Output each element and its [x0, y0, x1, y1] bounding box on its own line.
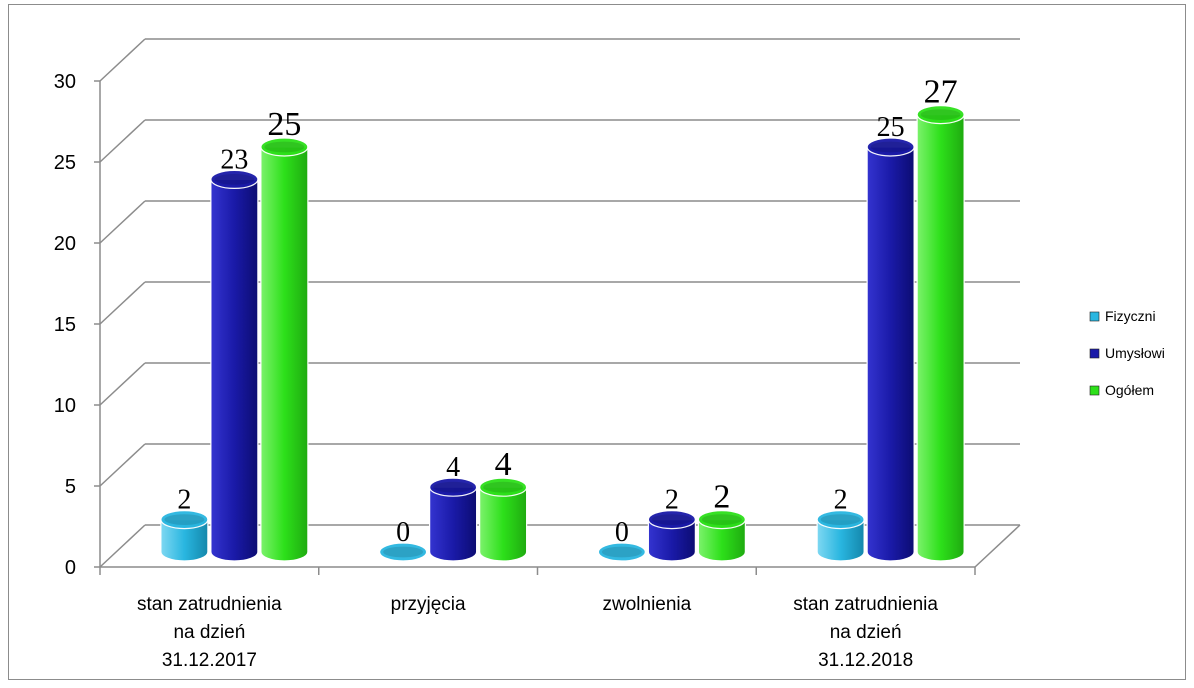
- bar-top-shade: [433, 481, 474, 493]
- bar-ogółem: [479, 477, 528, 562]
- category-label: przyjęcia: [391, 594, 466, 615]
- bar-ogółem: [260, 137, 309, 562]
- y-tick-label: 30: [54, 71, 76, 93]
- bar-top: [816, 509, 865, 530]
- data-label: 27: [924, 74, 958, 111]
- category-label: na dzień: [173, 622, 245, 643]
- data-label: 4: [446, 452, 460, 483]
- bar-top-shade: [601, 546, 642, 558]
- data-label: 25: [267, 106, 301, 143]
- bar-body: [479, 486, 528, 562]
- bar-body: [697, 519, 746, 562]
- bar-umysłowi: [866, 137, 915, 562]
- bar-top-shade: [820, 514, 861, 525]
- data-label: 2: [665, 485, 679, 516]
- bar-fizyczni: [816, 509, 865, 562]
- bar-top: [479, 477, 528, 497]
- bar-ogółem: [916, 104, 965, 562]
- bar-top: [597, 542, 646, 562]
- bar-body: [647, 519, 696, 562]
- bar-body: [916, 114, 965, 562]
- data-label: 4: [495, 446, 512, 483]
- wall-diagonal: [99, 524, 146, 568]
- data-label: 23: [220, 144, 248, 175]
- bar-top: [697, 509, 746, 530]
- bar-top: [260, 137, 309, 157]
- bar-top-shade: [920, 109, 961, 120]
- bar-fizyczni: [160, 509, 209, 562]
- legend-label: Fizyczni: [1105, 308, 1156, 324]
- legend-swatch-umysłowi: [1089, 348, 1100, 359]
- legend-label: Umysłowi: [1105, 345, 1165, 361]
- bar-fizyczni: [597, 542, 646, 562]
- data-label: 0: [615, 517, 629, 548]
- bar-umysłowi: [647, 509, 696, 562]
- bar-body: [260, 146, 309, 562]
- category-label: 31.12.2017: [162, 650, 257, 671]
- data-label: 25: [877, 112, 905, 143]
- category-label: stan zatrudnienia: [793, 594, 938, 615]
- wall-diagonal: [99, 200, 146, 244]
- data-label: 2: [177, 485, 191, 516]
- bar-top-shade: [264, 141, 305, 153]
- legend-swatch-ogółem: [1089, 385, 1100, 396]
- wall-diagonal: [99, 38, 146, 82]
- bar-top: [429, 477, 478, 497]
- bar-body: [210, 178, 259, 562]
- bar-top-shade: [870, 141, 911, 153]
- bar-top: [916, 104, 965, 125]
- data-label: 2: [834, 485, 848, 516]
- wall-diagonal: [99, 362, 146, 406]
- bar-body: [160, 519, 209, 562]
- y-tick-label: 0: [65, 557, 76, 579]
- bar-top: [160, 509, 209, 530]
- legend-label: Ogółem: [1105, 382, 1154, 398]
- bar-top: [866, 137, 915, 157]
- legend: Fizyczni Umysłowi Ogółem: [1089, 308, 1165, 398]
- category-label: na dzień: [830, 622, 902, 643]
- category-label: zwolnienia: [603, 594, 692, 615]
- y-tick-label: 5: [65, 476, 76, 498]
- bar-top-shade: [483, 481, 524, 493]
- bar-umysłowi: [210, 169, 259, 562]
- wall-diagonal: [99, 443, 146, 487]
- bar-body: [429, 486, 478, 562]
- y-tick-label: 25: [54, 152, 76, 174]
- data-label: 2: [713, 479, 730, 516]
- legend-swatch-fizyczni: [1089, 311, 1100, 322]
- bar-top: [210, 169, 259, 189]
- wall-diagonal: [99, 281, 146, 325]
- bar-ogółem: [697, 509, 746, 562]
- y-tick-label: 15: [54, 314, 76, 336]
- bar-top: [647, 509, 696, 530]
- bar-top-shade: [383, 546, 424, 558]
- bar-top: [379, 542, 428, 562]
- bar-top-shade: [651, 514, 692, 525]
- data-labels-layer: 2 23 25 0 4 4 0 2 2 2 25 27: [177, 74, 957, 548]
- bar-umysłowi: [429, 477, 478, 562]
- category-label: 31.12.2018: [818, 650, 913, 671]
- bar-fizyczni: [379, 542, 428, 562]
- floor-edge: [974, 524, 1021, 568]
- bar-top-shade: [701, 514, 742, 525]
- y-tick-label: 20: [54, 233, 76, 255]
- wall-diagonal: [99, 119, 146, 163]
- bars-layer: [160, 104, 965, 562]
- category-label: stan zatrudnienia: [137, 594, 282, 615]
- bar-top-shade: [214, 174, 255, 185]
- data-label: 0: [396, 517, 410, 548]
- bar-top-shade: [164, 514, 205, 525]
- bar-body: [866, 146, 915, 562]
- bar-body: [816, 519, 865, 562]
- y-tick-label: 10: [54, 395, 76, 417]
